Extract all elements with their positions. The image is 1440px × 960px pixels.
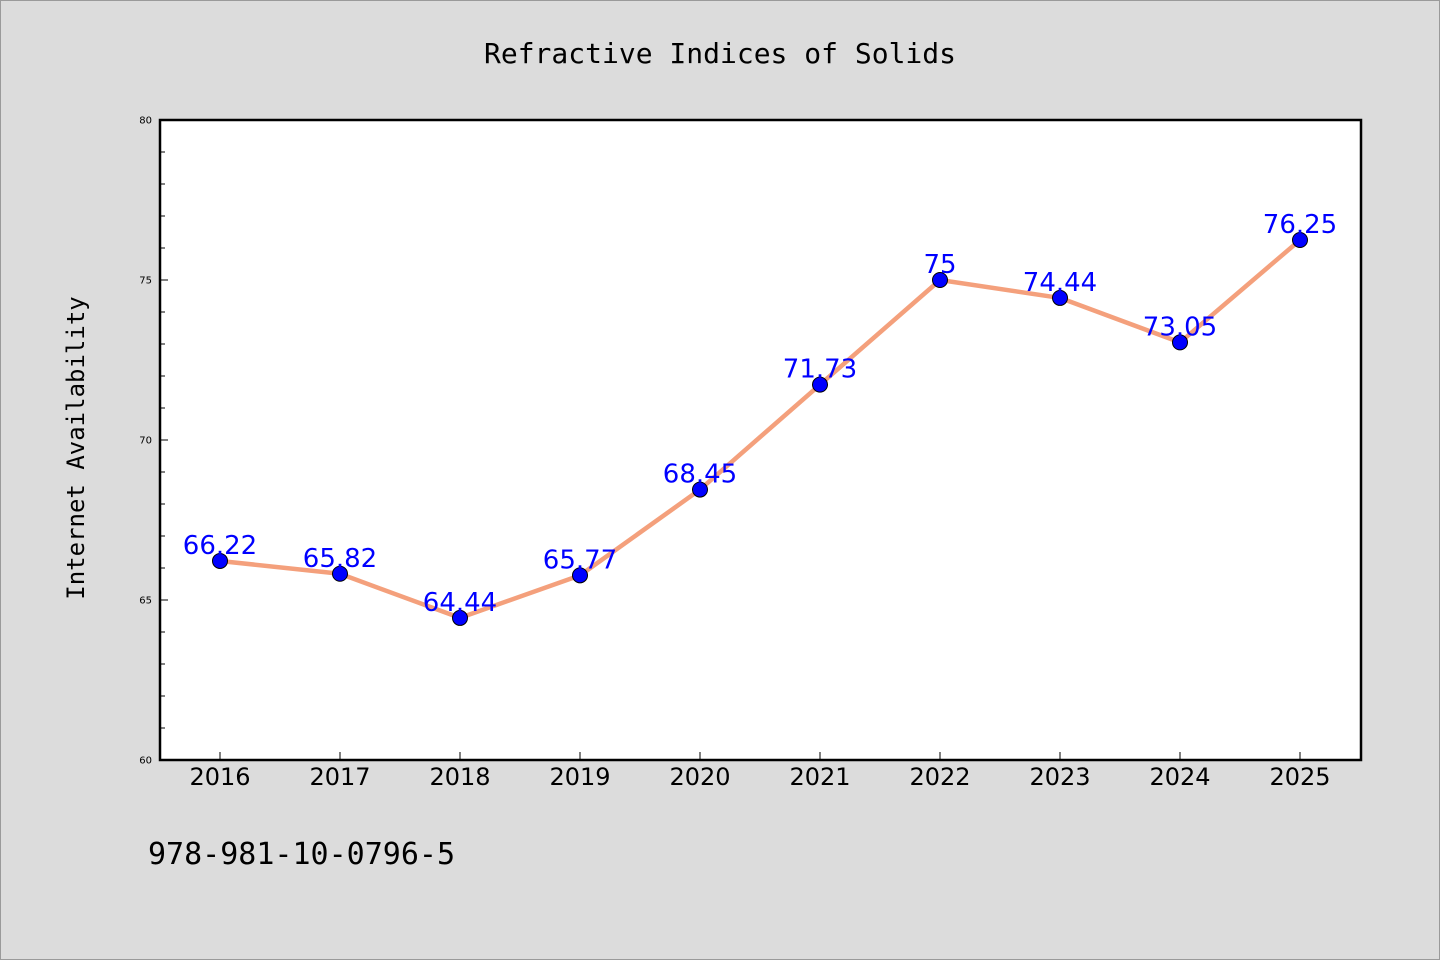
x-tick-label: 2017	[309, 763, 370, 791]
x-tick-label: 2022	[909, 763, 970, 791]
plot-area	[160, 120, 1361, 760]
data-point-marker	[572, 567, 588, 584]
data-point-marker	[212, 552, 228, 569]
data-point-marker	[692, 481, 708, 498]
data-points: 66.22 65.82 64.44 65.77 68.45 71.73 75 74.44 73.…	[183, 210, 1337, 626]
x-tick-label: 2016	[189, 763, 250, 791]
y-tick-label: 80	[139, 116, 152, 127]
x-tick-label: 2019	[549, 763, 610, 791]
y-tick-label: 75	[139, 276, 152, 287]
x-tick-label: 2025	[1269, 763, 1330, 791]
plot-border	[158, 118, 1363, 762]
data-point-marker	[1052, 289, 1068, 306]
y-axis-label: Internet Availability	[62, 296, 90, 599]
y-tick-label: 60	[139, 756, 152, 767]
data-label: 65.82	[303, 544, 377, 574]
series-line	[217, 237, 1303, 621]
x-axis: 2016 2017 2018 2019 2020 2021 2022 2023 2024 2025	[189, 752, 1331, 791]
isbn-text: 978-981-10-0796-5	[148, 837, 455, 872]
data-point-marker	[932, 272, 948, 288]
data-label: 65.77	[543, 545, 617, 575]
data-point-marker	[812, 376, 828, 393]
data-label: 76.25	[1263, 210, 1337, 240]
x-tick-label: 2018	[429, 763, 490, 791]
data-label: 68.45	[663, 460, 737, 490]
y-tick-label: 65	[139, 596, 152, 607]
x-tick-label: 2024	[1149, 763, 1210, 791]
data-point-marker	[1292, 232, 1308, 248]
data-label: 75	[923, 250, 956, 280]
x-tick-label: 2021	[789, 763, 850, 791]
y-tick-label: 70	[139, 436, 152, 447]
data-label: 64.44	[423, 588, 497, 618]
data-point-marker	[1172, 334, 1188, 351]
chart-title: Refractive Indices of Solids	[484, 37, 956, 70]
x-tick-label: 2020	[669, 763, 730, 791]
x-tick-label: 2023	[1029, 763, 1090, 791]
data-label: 74.44	[1023, 268, 1097, 298]
data-label: 66.22	[183, 531, 257, 561]
data-label: 71.73	[783, 355, 857, 385]
data-point-marker	[332, 565, 348, 582]
data-label: 73.05	[1143, 312, 1217, 342]
data-point-marker	[452, 609, 468, 626]
